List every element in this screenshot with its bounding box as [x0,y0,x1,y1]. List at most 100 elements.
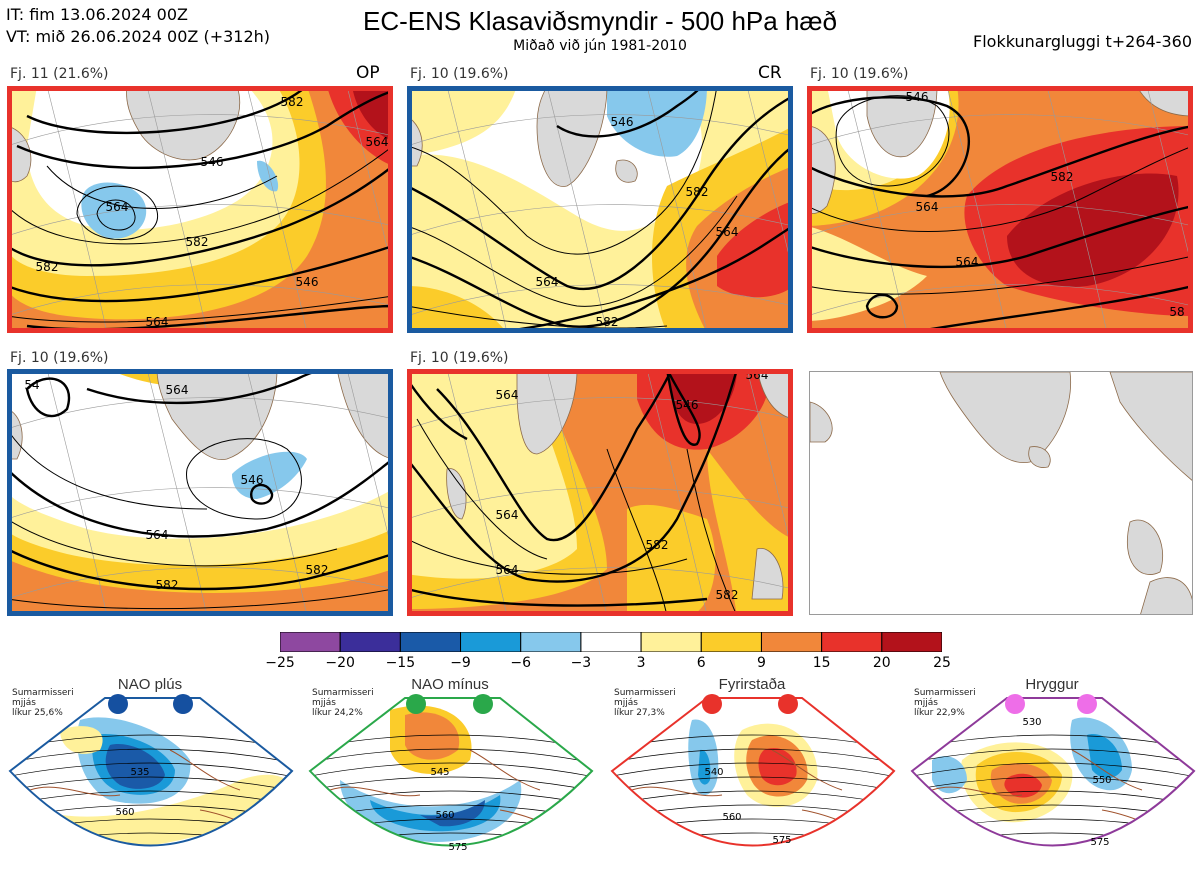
contour-label: 582 [306,563,329,577]
regime-note-line: Sumarmisseri [614,688,676,698]
regime-anomaly-shading [340,780,522,842]
height-contour-thin [7,428,208,510]
contour-label: 582 [156,578,179,592]
height-contour [807,124,1193,198]
cluster-label: Fj. 11 (21.6%) [10,66,109,82]
colorbar-swatch [821,631,883,653]
height-contour [407,378,468,441]
regime-note-line: líkur 24,2% [312,708,363,718]
graticule-line [807,114,1193,147]
height-contour [16,89,393,169]
graticule-line [846,86,908,333]
contour-label: 564 [366,135,389,149]
contour-label: 564 [716,225,739,239]
regime-height-contour [10,762,292,779]
anomaly-shading [81,182,147,239]
regime-note-line: mjjás [12,698,36,708]
height-contour-thin [76,185,158,241]
regime-contour-label: 545 [430,767,449,778]
graticule-line [1146,86,1193,274]
regime-contour-label: 575 [1090,837,1109,848]
colorbar-tick-label: −25 [265,655,295,671]
height-contour [407,587,708,607]
cluster-map-svg: 546 564 582 564 582 [407,86,793,333]
contour-label: 546 [296,275,319,289]
regime-height-contour [912,776,1194,793]
regime-sector-border [308,697,594,847]
regime-contour-label: 530 [1022,717,1041,728]
regime-height-contour [310,762,592,779]
colorbar-tick-label: 3 [636,655,646,671]
height-contour-thin [807,145,1193,232]
contour-label: 582 [686,185,709,199]
cluster-map-svg: 546 564 582 546 564 582 564 582 [7,86,393,333]
regime-map: 545 560 575 [300,690,600,871]
height-contour [556,86,703,138]
regime-title: NAO mínus [411,676,489,693]
colorbar-swatch [460,631,522,653]
regime-note: Sumarmisseri mjjás líkur 27,3% [614,688,676,718]
height-contour-thin [407,538,688,575]
cluster-border [807,86,1193,333]
regime-contour-label: 575 [772,835,791,846]
regime-contour-label: 560 [722,812,741,823]
colorbar-swatch [520,631,582,653]
anomaly-shading [667,369,737,424]
chart-title: EC-ENS Klasaviðsmyndir - 500 hPa hæð [363,6,837,36]
regime-contour-label: 560 [435,810,454,821]
cluster-tag: OP [356,63,380,83]
height-contour [250,483,274,505]
contour-label: 582 [186,235,209,249]
regime-contour-label: 575 [448,842,467,853]
graticule-line [546,86,608,333]
regime-height-contour [10,748,292,765]
regime-anomaly-shading [698,749,711,785]
height-contour [486,224,793,333]
regime-anomaly-shading [405,712,460,760]
header-info: IT: fim 13.06.2024 00Z VT: mið 26.06.202… [6,4,270,48]
regime-marker-dot [1077,694,1097,714]
colorbar-tick-label: 9 [756,655,766,671]
classification-window: Flokkunargluggi t+264-360 [973,32,1192,51]
land-mass [615,159,638,183]
regime-note-line: líkur 25,6% [12,708,63,718]
height-contour [7,165,393,267]
regime-anomaly-shading [1087,734,1122,779]
graticule-line [407,567,793,600]
colorbar-swatch [881,631,943,653]
regime-map: 530 550 575 [902,690,1200,871]
anomaly-shading [1007,173,1179,287]
regime-height-contour [612,748,894,765]
graticule-line [746,86,793,274]
cluster-map-5: 564 546 564 582 564 582 564 [407,369,793,616]
greenland-land [939,372,1072,464]
cluster-tag: CR [758,63,782,83]
height-contour [865,293,899,319]
chart-subtitle: Miðað við jún 1981-2010 [513,38,687,54]
colorbar-swatch [760,631,823,653]
regime-note-line: mjjás [312,698,336,708]
graticule-line [246,369,308,616]
valid-time: VT: mið 26.06.2024 00Z (+312h) [6,27,271,46]
anomaly-shading [407,286,507,333]
contour-label: 546 [676,398,699,412]
graticule-line [407,114,793,147]
regime-note-line: Sumarmisseri [12,688,74,698]
contour-label: 58 [1169,305,1184,319]
regime-height-contour [0,847,300,862]
colorbar [279,631,943,653]
regime-contour-label: 535 [130,767,149,778]
regime-height-contour [310,748,592,765]
height-contour-thin [46,165,278,209]
land-mass [536,86,608,187]
colorbar-swatch [279,631,341,653]
graticule-line [346,369,393,557]
graticule-line [646,86,708,333]
contour-label: 564 [146,315,169,329]
regime-height-contour [602,847,902,862]
regime-anomaly-shading [37,774,290,846]
land-mass [751,548,784,600]
graticule-line [7,284,393,317]
graticule-line [407,284,793,317]
